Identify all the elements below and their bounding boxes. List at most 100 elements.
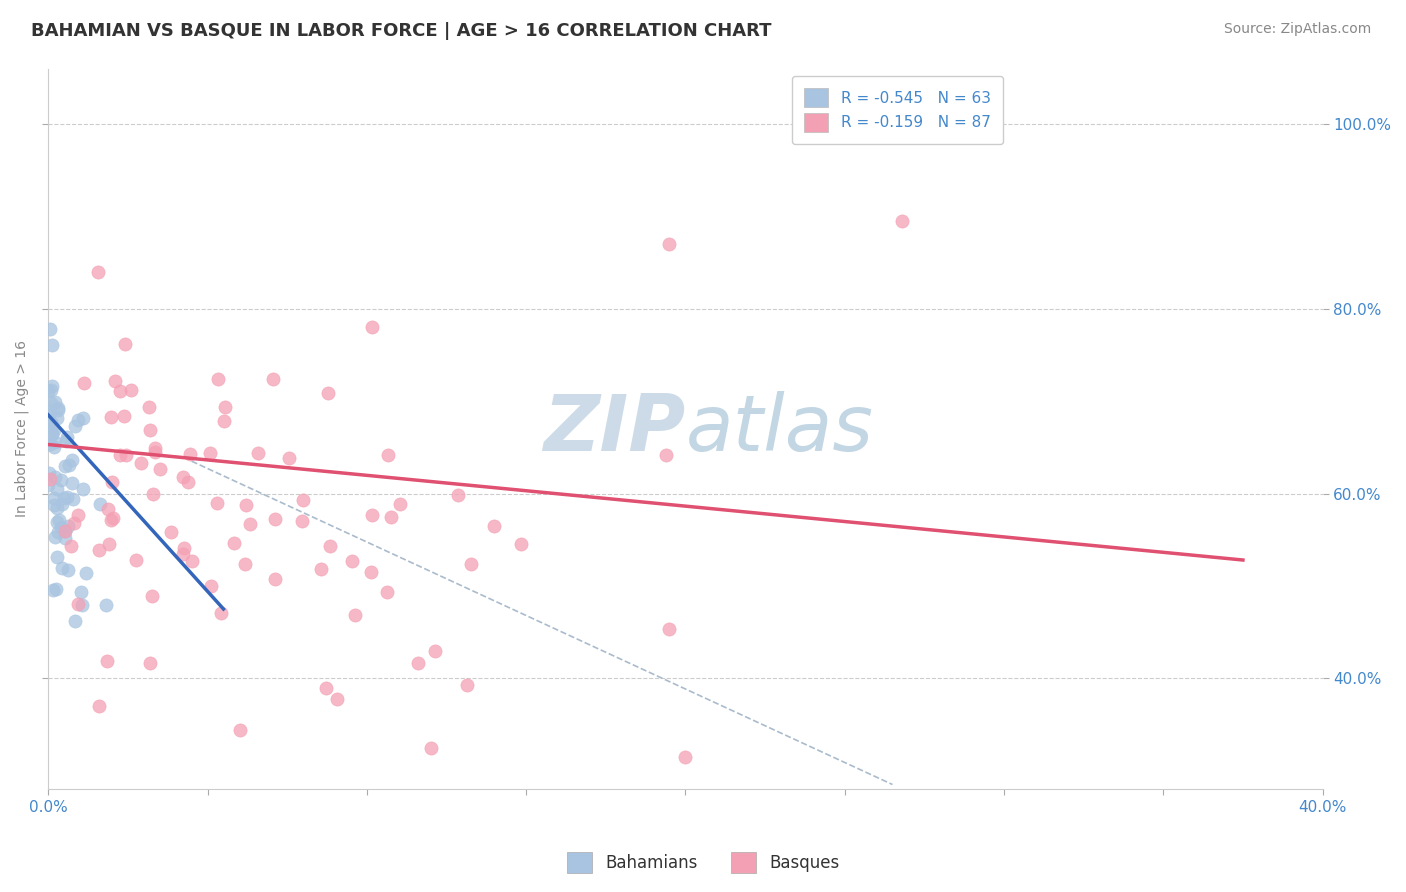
Point xyxy=(39,472,62,486)
Point xyxy=(389,497,412,511)
Point xyxy=(87,699,110,714)
Point xyxy=(60,475,83,490)
Point xyxy=(46,403,69,417)
Point xyxy=(94,598,117,612)
Point xyxy=(172,547,194,561)
Point xyxy=(41,395,63,409)
Point xyxy=(55,434,77,448)
Point xyxy=(423,644,446,658)
Point xyxy=(46,524,69,539)
Point xyxy=(228,723,250,737)
Point xyxy=(510,536,533,550)
Point xyxy=(56,519,79,533)
Point xyxy=(39,436,62,450)
Point xyxy=(291,514,314,528)
Point xyxy=(142,487,165,501)
Point xyxy=(112,409,135,423)
Point xyxy=(46,500,69,515)
Point xyxy=(447,488,470,502)
Point xyxy=(48,513,70,527)
Point xyxy=(75,566,97,580)
Point xyxy=(72,376,94,390)
Point xyxy=(207,372,229,386)
Point xyxy=(482,519,505,533)
Point xyxy=(408,656,430,670)
Point xyxy=(277,450,299,465)
Point xyxy=(145,442,167,456)
Point xyxy=(42,582,65,597)
Point xyxy=(41,427,63,442)
Point xyxy=(72,598,94,612)
Point xyxy=(176,475,198,490)
Point xyxy=(46,410,69,425)
Point xyxy=(55,490,77,504)
Text: ZIP: ZIP xyxy=(543,391,685,467)
Point xyxy=(139,656,162,670)
Point xyxy=(41,379,63,393)
Point xyxy=(44,395,66,409)
Text: Source: ZipAtlas.com: Source: ZipAtlas.com xyxy=(1223,22,1371,37)
Point xyxy=(62,516,84,530)
Point xyxy=(45,482,67,496)
Point xyxy=(148,462,170,476)
Point xyxy=(343,607,366,622)
Point xyxy=(891,214,914,228)
Point xyxy=(214,414,236,428)
Point xyxy=(456,677,478,691)
Point xyxy=(63,419,86,434)
Point xyxy=(380,509,402,524)
Point xyxy=(419,740,441,755)
Point xyxy=(198,446,221,460)
Point xyxy=(44,423,66,437)
Point xyxy=(46,550,69,565)
Text: atlas: atlas xyxy=(685,391,873,467)
Point xyxy=(235,499,257,513)
Point xyxy=(37,384,59,399)
Point xyxy=(38,408,60,422)
Point xyxy=(179,447,201,461)
Point xyxy=(39,383,62,397)
Point xyxy=(100,409,122,424)
Y-axis label: In Labor Force | Age > 16: In Labor Force | Age > 16 xyxy=(15,341,30,517)
Point xyxy=(460,557,482,571)
Point xyxy=(96,654,118,668)
Point xyxy=(51,561,73,575)
Point xyxy=(114,336,136,351)
Point xyxy=(319,539,342,553)
Point xyxy=(72,482,94,496)
Point xyxy=(53,491,76,505)
Point xyxy=(120,384,142,398)
Point xyxy=(315,681,337,695)
Point xyxy=(67,598,90,612)
Point xyxy=(360,565,382,579)
Point xyxy=(200,579,222,593)
Point xyxy=(87,265,110,279)
Point xyxy=(53,524,76,538)
Point xyxy=(658,622,681,636)
Point xyxy=(66,508,89,522)
Point xyxy=(264,512,287,526)
Point xyxy=(51,497,73,511)
Point xyxy=(673,749,696,764)
Point xyxy=(46,401,69,415)
Point xyxy=(42,491,65,505)
Point xyxy=(89,497,111,511)
Point xyxy=(222,536,245,550)
Point xyxy=(39,322,62,336)
Point xyxy=(98,537,121,551)
Point xyxy=(173,541,195,555)
Point xyxy=(39,416,62,430)
Point xyxy=(360,319,382,334)
Point xyxy=(51,520,73,534)
Point xyxy=(37,477,59,491)
Point xyxy=(87,543,110,558)
Point xyxy=(58,458,80,472)
Point xyxy=(110,448,132,462)
Point xyxy=(59,539,82,553)
Point xyxy=(67,413,90,427)
Point xyxy=(62,491,84,506)
Point xyxy=(143,445,166,459)
Point xyxy=(38,466,60,480)
Point xyxy=(56,430,79,444)
Point xyxy=(38,404,60,418)
